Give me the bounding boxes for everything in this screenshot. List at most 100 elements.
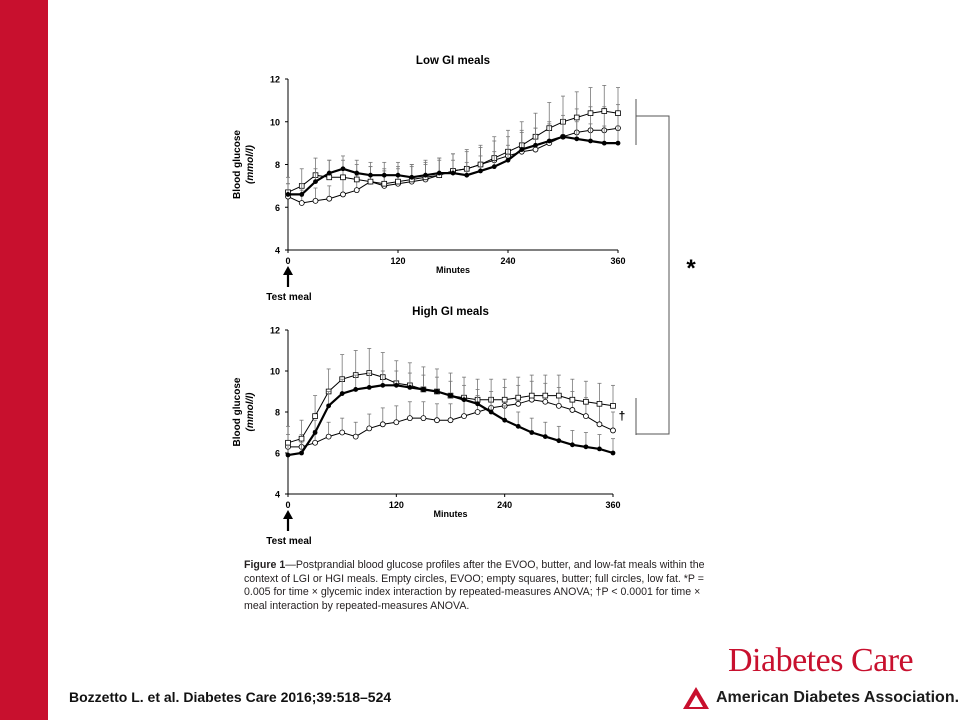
data-point [542,392,549,399]
data-point [529,430,535,435]
data-point [601,108,608,114]
data-point [474,409,481,415]
dagger-significance-marker: † [619,409,626,423]
data-point [395,172,401,178]
data-point [515,423,521,429]
data-point [461,397,467,403]
data-point [298,200,305,206]
data-point [528,392,535,399]
y-tick-label: 4 [275,246,280,256]
data-point [326,403,332,409]
caption-label: Figure 1 [244,559,286,571]
data-point [533,142,538,148]
data-point [588,138,593,144]
y-tick-label: 10 [270,117,280,127]
data-point [478,168,483,174]
data-point [340,174,346,181]
data-point [312,197,319,204]
data-point [597,446,602,452]
data-point [583,413,589,420]
data-point [560,134,566,140]
data-point [340,166,346,172]
data-point [491,164,497,170]
data-point [574,136,580,142]
data-point [339,391,345,396]
y-axis-label: Blood glucose [232,130,243,199]
data-point [299,192,305,197]
y-tick-label: 8 [275,408,280,418]
data-point [353,387,359,392]
series-line [287,110,619,193]
data-point [393,419,400,426]
data-point [381,180,388,187]
data-point [461,413,467,420]
data-point [546,138,552,144]
outer-bracket [636,115,670,435]
data-point [515,394,522,401]
y-tick-label: 6 [275,203,280,213]
data-point [448,393,453,398]
data-point [285,452,291,458]
data-point [325,433,332,440]
x-tick-label: 240 [497,500,512,510]
data-point [542,434,548,439]
data-point [488,409,494,415]
x-tick-label: 120 [389,500,404,510]
x-tick-label: 240 [500,256,515,266]
brand-side-bar [0,0,48,720]
data-point [502,417,508,423]
series-2 [285,85,621,196]
data-point [406,415,413,422]
data-point [353,187,360,194]
triangle-logo-icon [683,687,709,709]
publisher-name: American Diabetes Association. [716,689,960,706]
data-point [407,385,413,390]
data-point [312,439,318,446]
y-tick-label: 4 [275,490,280,500]
significance-brackets: *† [619,99,696,435]
data-point [299,450,304,456]
data-point [366,385,372,390]
data-point [505,157,511,163]
data-point [556,392,562,399]
data-point [298,435,305,442]
data-point [436,170,442,176]
x-axis-label: Minutes [433,509,467,519]
y-axis-unit: (mmol/l) [245,144,256,184]
data-point [326,170,332,176]
data-point [583,398,589,405]
x-tick-label: 360 [605,500,620,510]
data-point [326,195,333,202]
y-axis-unit: (mmol/l) [245,392,256,432]
data-point [393,382,399,388]
y-tick-label: 12 [270,326,280,336]
data-point [434,417,440,424]
chart-title: Low GI meals [416,55,490,67]
data-point [339,429,346,436]
y-tick-label: 8 [275,160,280,170]
data-point [326,174,333,181]
data-point [587,110,594,117]
data-point [421,387,426,392]
y-tick-label: 6 [275,449,280,459]
y-tick-label: 12 [270,75,280,85]
test-meal-arrow-icon [283,266,293,275]
series-3 [285,370,616,458]
data-point [354,170,360,176]
citation: Bozzetto L. et al. Diabetes Care 2016;39… [69,689,392,705]
data-point [368,172,373,178]
x-tick-label: 0 [285,500,290,510]
data-point [596,400,603,407]
publisher-logo: American Diabetes Association. [682,686,959,710]
data-point [409,174,415,180]
x-tick-label: 360 [610,256,625,266]
data-point [542,398,549,405]
data-point [569,407,576,413]
data-point [313,179,318,185]
data-point [380,382,386,388]
data-point [447,417,454,424]
journal-logo-text: Diabetes Care [728,642,914,679]
data-point [601,140,607,146]
